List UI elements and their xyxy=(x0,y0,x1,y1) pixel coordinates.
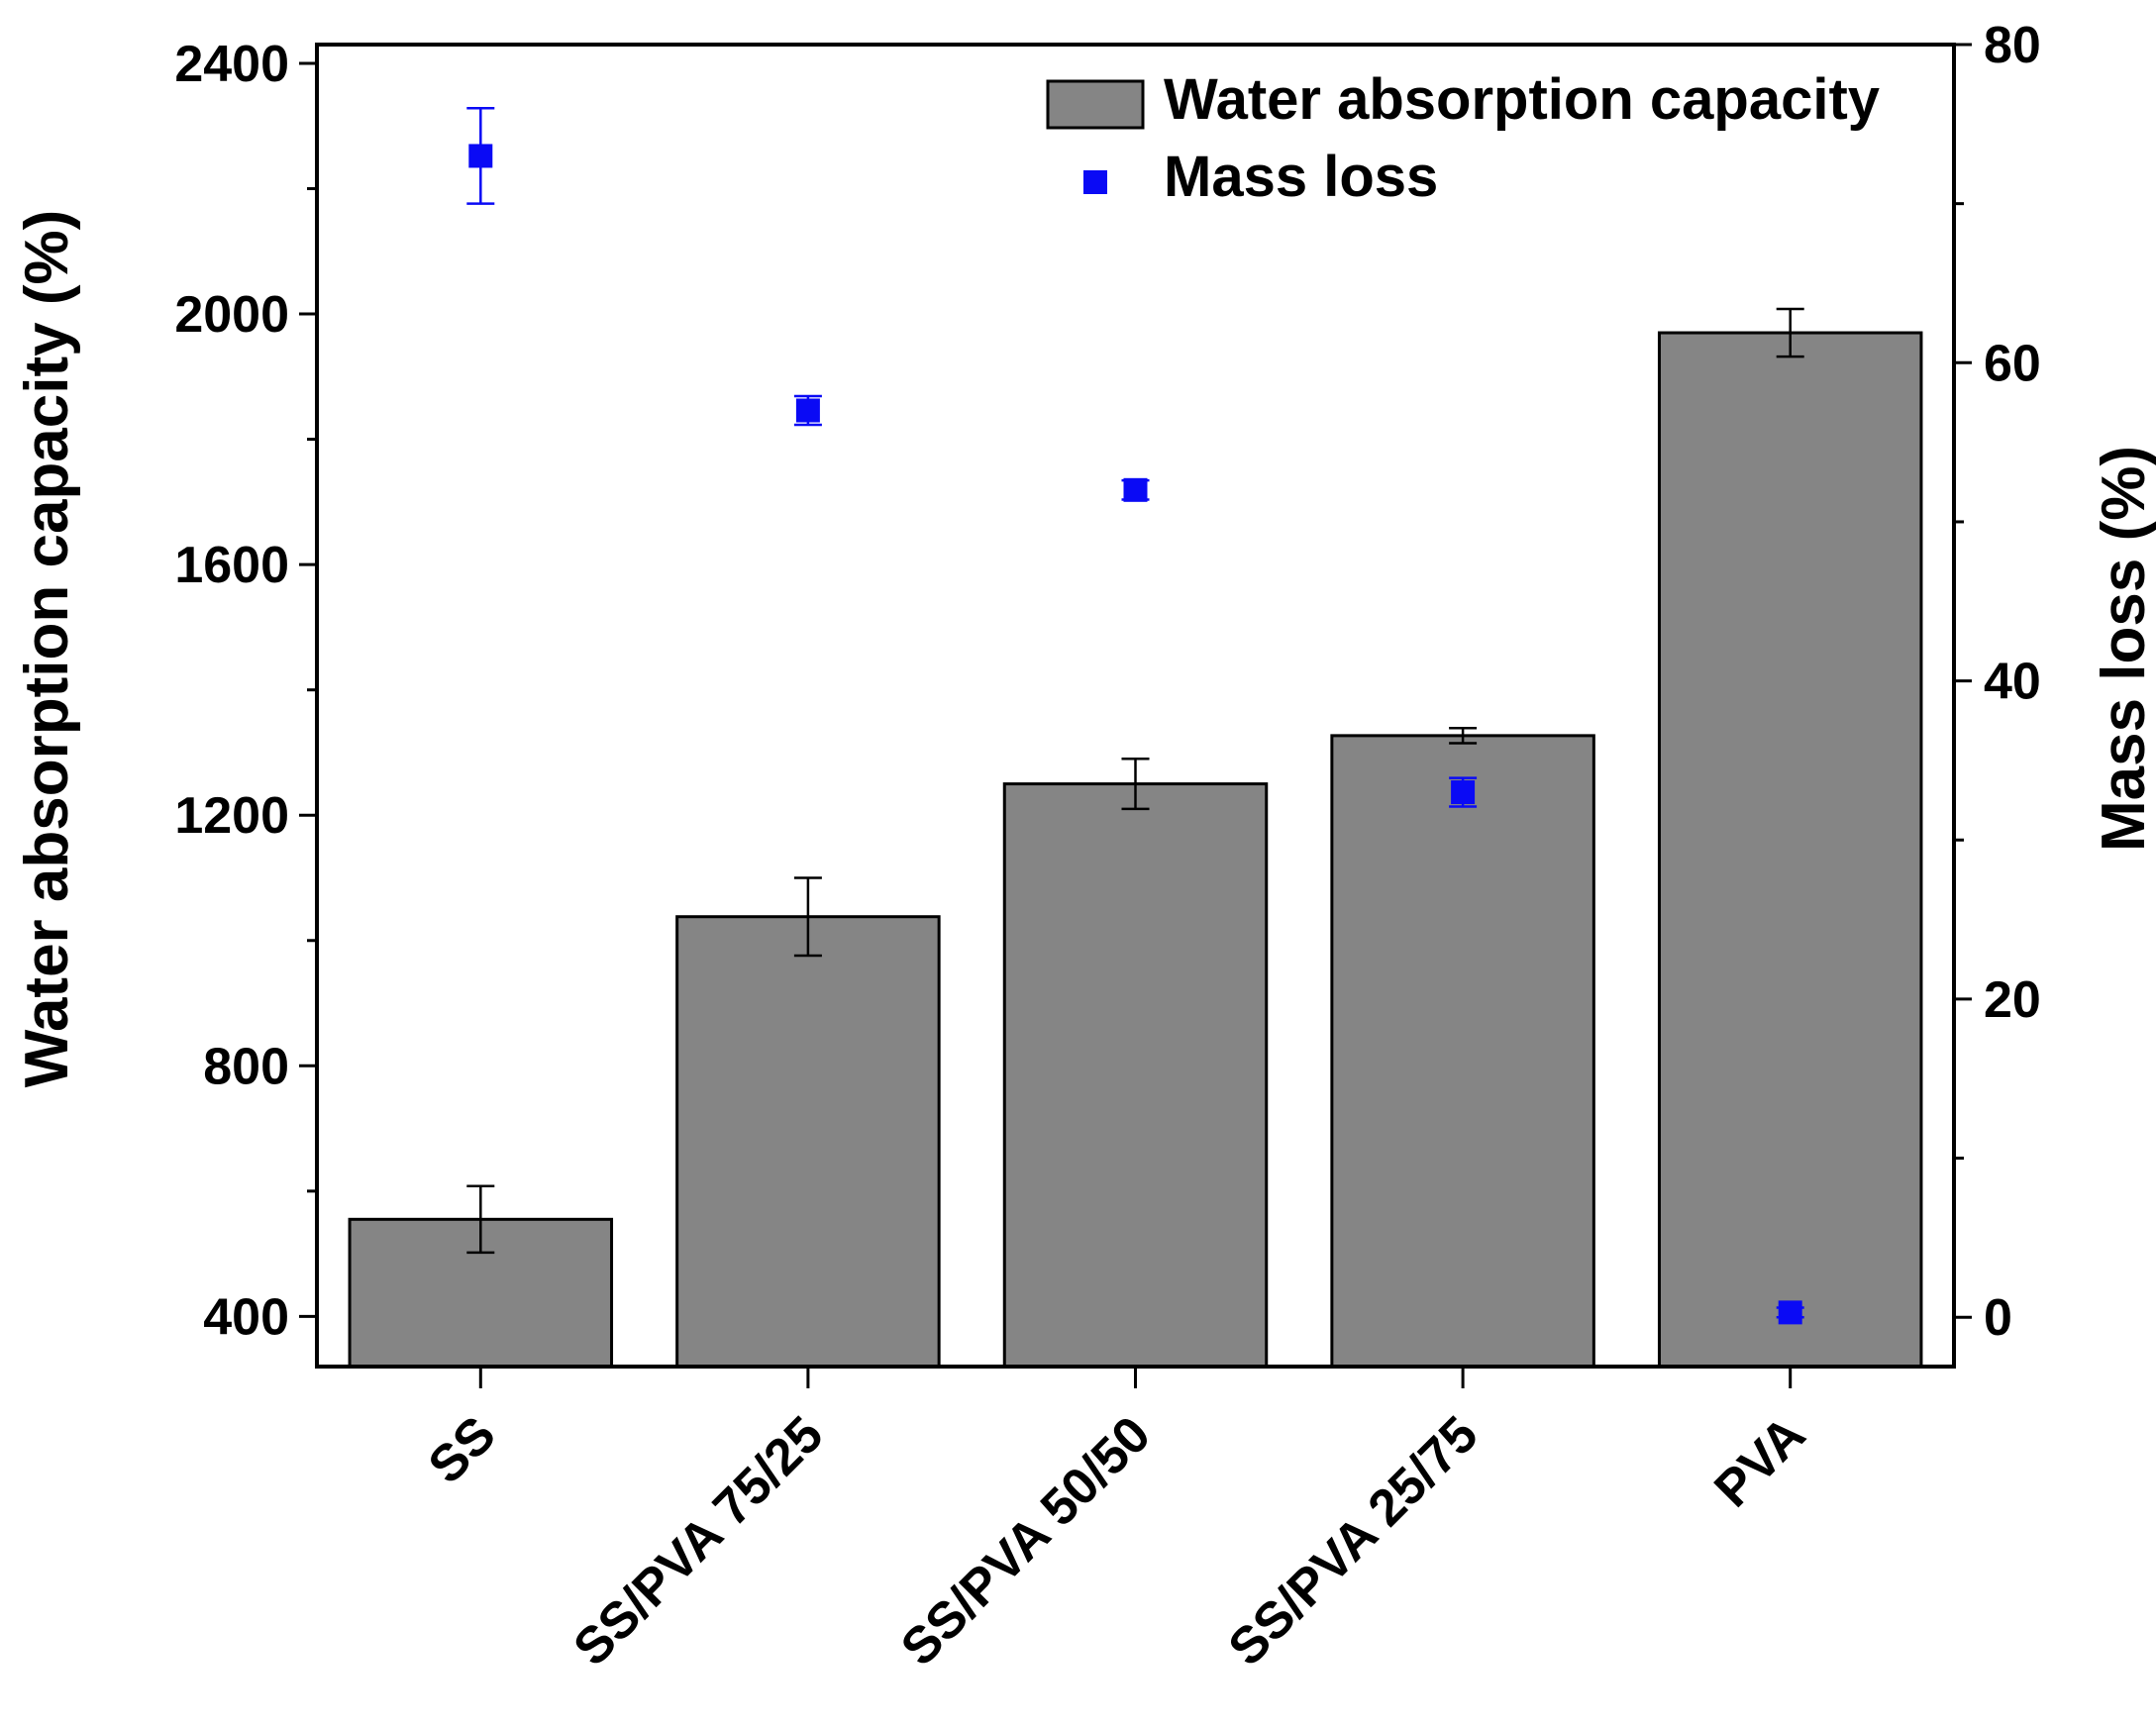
x-tick-label: SS/PVA 50/50 xyxy=(890,1405,1162,1677)
legend-marker-label: Mass loss xyxy=(1164,145,1438,209)
y2-tick-label: 80 xyxy=(1984,17,2041,74)
x-tick-label: PVA xyxy=(1703,1405,1816,1518)
left-axis-ticks: 400 800 1200 1600 2000 2400 xyxy=(174,36,317,1346)
y-tick-label: 1600 xyxy=(174,537,289,594)
legend: Water absorption capacity Mass loss xyxy=(1046,67,1880,209)
bar xyxy=(1330,734,1595,1369)
y-tick-label: 2400 xyxy=(174,36,289,93)
y2-tick-label: 0 xyxy=(1984,1289,2012,1347)
mass-loss-point xyxy=(1778,1300,1802,1325)
bar-error-bar xyxy=(793,876,822,958)
bar xyxy=(1002,782,1269,1369)
bar-error-bar xyxy=(1776,307,1804,358)
legend-bar-label: Water absorption capacity xyxy=(1164,67,1880,132)
bar-error-bar xyxy=(466,1184,495,1255)
bar-error-bar xyxy=(1121,758,1150,811)
error-bars-layer xyxy=(466,307,1804,1255)
mass-loss-point xyxy=(468,144,493,168)
y-tick-label: 400 xyxy=(203,1288,289,1346)
y-axis-title: Water absorption capacity (%) xyxy=(13,210,81,1088)
legend-bar-swatch xyxy=(1046,79,1145,130)
points-layer xyxy=(466,107,1804,1325)
mass-loss-point xyxy=(1123,477,1148,502)
bar-error-bar xyxy=(1449,727,1478,745)
y2-tick-label: 40 xyxy=(1984,654,2041,711)
x-tick-label: SS/PVA 75/25 xyxy=(563,1405,834,1677)
y2-axis-title: Mass loss (%) xyxy=(2090,446,2156,852)
y-tick-label: 800 xyxy=(203,1038,289,1095)
x-tick-label: SS xyxy=(418,1405,507,1494)
mass-loss-point xyxy=(1451,780,1476,805)
y-tick-label: 2000 xyxy=(174,286,289,344)
x-tick-label: SS/PVA 25/75 xyxy=(1218,1405,1489,1677)
mass-loss-point xyxy=(795,398,820,423)
x-axis-ticks: SS SS/PVA 75/25 SS/PVA 50/50 SS/PVA 25/75 PV… xyxy=(418,1367,1816,1677)
y-tick-label: 1200 xyxy=(174,787,289,845)
y2-tick-label: 60 xyxy=(1984,335,2041,392)
bar xyxy=(1657,331,1923,1369)
bar xyxy=(675,915,941,1369)
y2-tick-label: 20 xyxy=(1984,971,2041,1029)
legend-marker-swatch xyxy=(1083,170,1107,194)
right-axis-ticks: 0 20 40 60 80 xyxy=(1954,17,2041,1347)
